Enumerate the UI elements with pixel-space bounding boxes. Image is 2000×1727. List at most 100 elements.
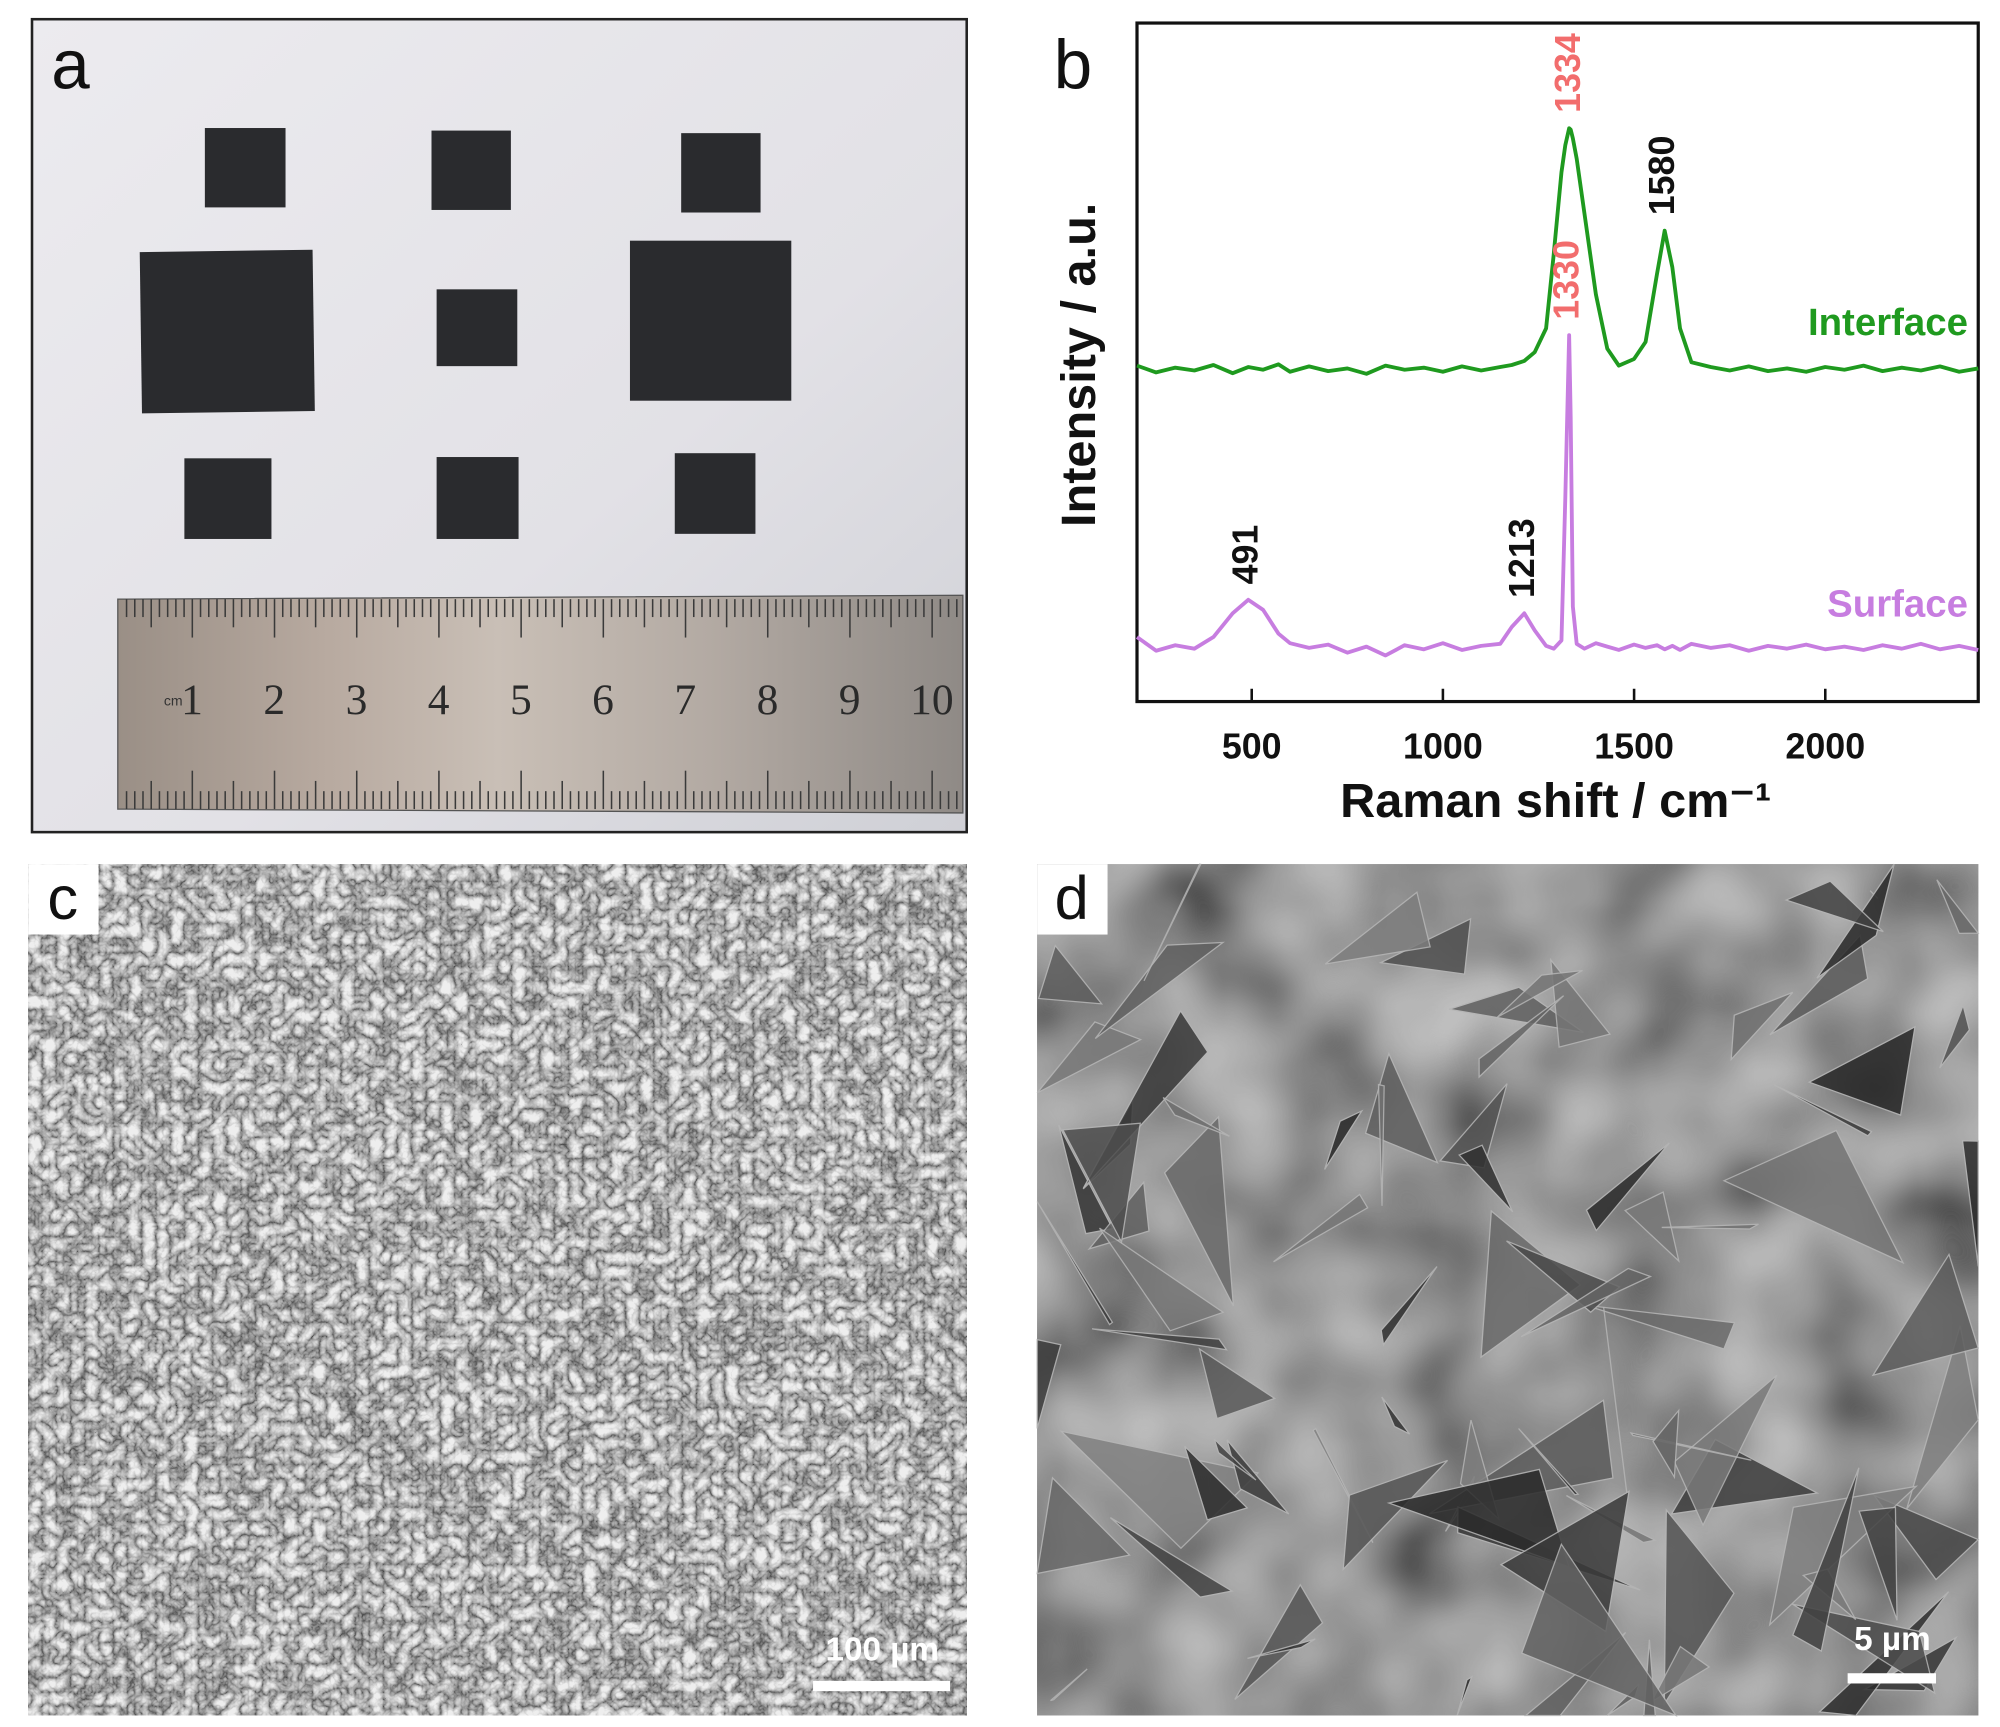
crystal-facet	[1377, 1083, 1385, 1206]
x-axis-label: Raman shift / cm⁻¹	[1340, 774, 1771, 828]
crystal-facet	[1773, 1084, 1873, 1137]
crystal-facet	[1143, 863, 1202, 982]
crystal-facet	[1649, 1645, 1711, 1704]
ruler-number: 1	[181, 676, 203, 724]
sample	[629, 240, 792, 401]
peak-label: 491	[1226, 525, 1266, 585]
crystal-facet	[1438, 1083, 1508, 1169]
crystal-facet	[1496, 969, 1583, 1018]
crystal-facet	[1652, 1408, 1680, 1480]
ruler-unit: cm	[164, 692, 183, 708]
label-box	[1037, 864, 1108, 935]
crystal-facet	[1273, 1193, 1369, 1263]
crystal-facet	[1324, 891, 1431, 965]
x-tick-label: 500	[1222, 726, 1282, 766]
sample	[436, 289, 518, 367]
crystal-facet	[1961, 1140, 1979, 1267]
sample	[674, 453, 756, 534]
series-label: Interface	[1808, 301, 1968, 344]
crystals	[1036, 863, 1980, 1717]
sample	[204, 128, 286, 208]
crystal-facet	[1456, 1675, 1474, 1716]
crystal-facet	[1478, 995, 1565, 1079]
crystal-facet	[1858, 1506, 1898, 1621]
crystal-facet	[1036, 1021, 1143, 1094]
label-box	[28, 864, 99, 935]
ruler-number: 2	[263, 676, 285, 724]
crystal-facet	[1050, 1668, 1088, 1702]
x-tick-label: 2000	[1785, 726, 1865, 766]
crystal-facet	[1673, 1374, 1778, 1527]
crystal-facet	[1036, 1201, 1114, 1326]
ruler	[117, 594, 964, 814]
crystal-facet	[1784, 880, 1884, 933]
scale-bar-label: 5 µm	[1854, 1621, 1931, 1658]
plot-frame	[1135, 21, 1980, 704]
panel-label: d	[1055, 864, 1089, 933]
panel-label: c	[47, 864, 78, 933]
crystal-facet	[1109, 1517, 1234, 1598]
samples	[139, 128, 792, 539]
crystal-facet	[1058, 1124, 1114, 1235]
crystal-facet	[1769, 933, 1869, 1036]
crystal-facet	[1585, 1142, 1670, 1232]
sample	[139, 249, 315, 414]
crystal-facet	[1792, 1603, 1936, 1695]
series-label: Surface	[1827, 583, 1968, 626]
crystal-facet	[1381, 1396, 1411, 1435]
peak-label: 1213	[1502, 518, 1542, 598]
crystal-facet	[1247, 1638, 1316, 1660]
crystal-facet	[1448, 986, 1584, 1034]
crystal-facet	[1458, 1144, 1514, 1213]
panel-a: cm a 1 2 3 4 5 6 7 8 9 10	[30, 17, 968, 834]
crystal-facet	[1480, 1209, 1582, 1359]
sem-texture	[28, 864, 967, 1716]
peak-label: 1334	[1548, 33, 1588, 113]
peak-label: 1580	[1642, 136, 1682, 216]
crystal-facet	[1184, 1445, 1249, 1521]
panel-d: d 5 µm	[1036, 863, 1980, 1717]
crystal-facet	[1162, 1097, 1230, 1137]
sample	[681, 133, 761, 213]
ruler-number: 3	[346, 676, 368, 724]
ruler-number: 5	[510, 676, 532, 724]
crystal-facet	[1661, 1223, 1759, 1230]
x-tick-label: 1500	[1594, 726, 1674, 766]
crystal-facet	[1213, 1438, 1257, 1481]
spectrum-line	[1136, 126, 1979, 376]
crystal-facet	[1520, 1267, 1653, 1338]
crystal-facet	[1792, 1467, 1860, 1653]
ruler-number: 7	[674, 676, 696, 724]
crystal-facet	[1939, 1003, 1971, 1069]
crystal-facet	[1037, 944, 1104, 1005]
peak-label: 1330	[1547, 240, 1587, 320]
panel-label: b	[1054, 26, 1092, 104]
spectrum-line	[1135, 333, 1979, 658]
panel-b: b Raman shift / cm⁻¹ Intensity / a.u. 50…	[1052, 21, 1980, 828]
crystal-facet	[1234, 1583, 1324, 1700]
ruler-ticks	[125, 599, 958, 810]
y-axis-label: Intensity / a.u.	[1052, 203, 1106, 527]
crystal-facet	[1730, 991, 1794, 1062]
crystal-facet	[1722, 1129, 1905, 1265]
crystal-facet	[1386, 1468, 1570, 1568]
ruler-number: 9	[839, 676, 861, 724]
crystal-facet	[1871, 1252, 1980, 1377]
crystal-facet	[1520, 1542, 1678, 1717]
crystal-facet	[1872, 1493, 1980, 1581]
crystal-facet	[1092, 1328, 1228, 1351]
crystal-facet	[1036, 1476, 1131, 1575]
sample	[184, 458, 272, 539]
crystal-facet	[1094, 941, 1225, 1040]
crystal-facet	[1380, 1266, 1438, 1347]
crystal-facet	[1061, 1122, 1142, 1245]
sample	[436, 457, 519, 539]
ruler-number: 6	[592, 676, 614, 724]
ruler-number: 8	[757, 676, 779, 724]
crystal-facet	[1906, 1325, 1979, 1510]
ruler-number: 4	[428, 676, 450, 724]
crystal-facet	[1342, 1459, 1449, 1572]
sample	[431, 130, 511, 210]
